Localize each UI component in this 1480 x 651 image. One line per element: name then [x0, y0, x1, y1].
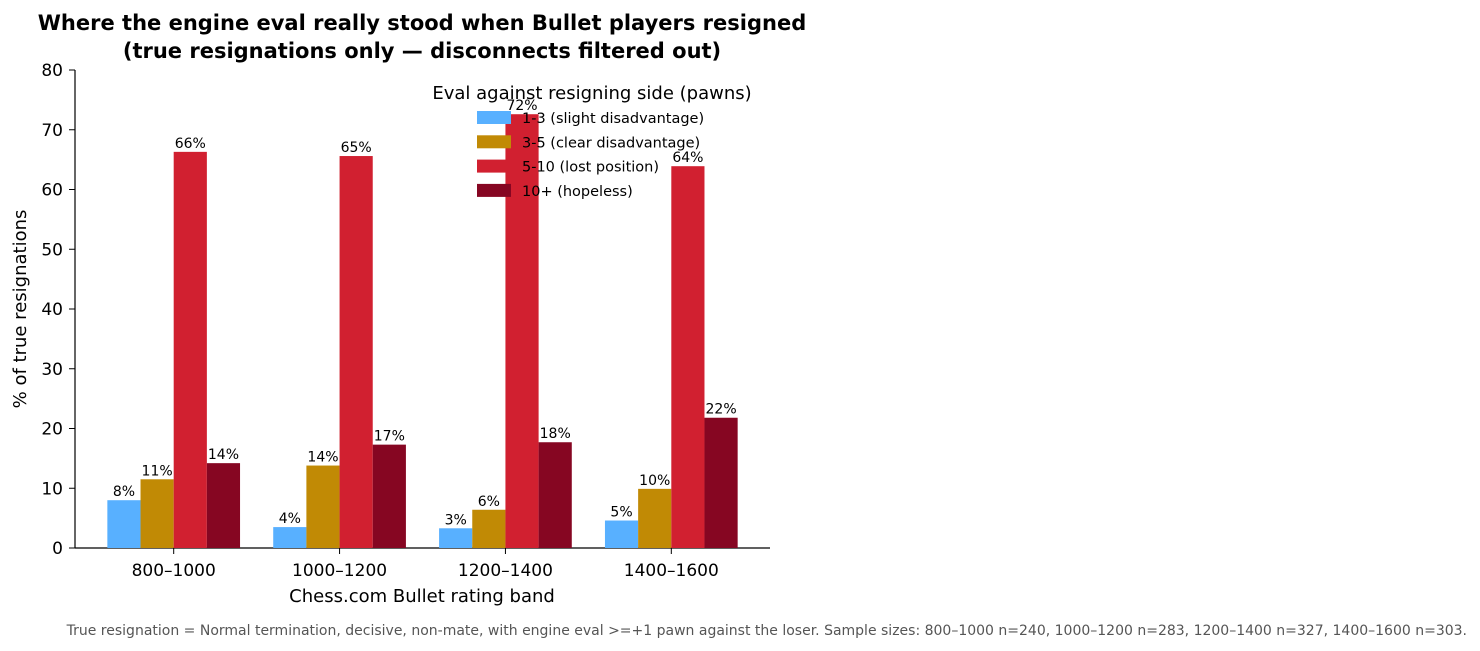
legend-swatch	[477, 183, 511, 197]
bar	[439, 528, 473, 548]
bar	[472, 509, 506, 548]
legend-label: 1-3 (slight disadvantage)	[522, 111, 704, 127]
data-label: 18%	[540, 426, 571, 442]
y-tick-label: 40	[41, 300, 63, 320]
data-label: 22%	[706, 402, 737, 418]
bar	[273, 527, 307, 548]
data-label: 17%	[374, 429, 405, 445]
bar	[638, 488, 672, 548]
x-axis-title: Chess.com Bullet rating band	[289, 586, 555, 607]
data-label: 66%	[175, 136, 206, 152]
bar	[306, 465, 340, 548]
data-label: 5%	[610, 505, 632, 521]
y-tick-label: 70	[41, 121, 63, 141]
data-label: 65%	[341, 140, 372, 156]
data-label: 14%	[208, 447, 239, 463]
bars-group	[107, 114, 738, 549]
y-axis-title: % of true resignations	[10, 210, 31, 409]
chart-title-line-1: Where the engine eval really stood when …	[38, 11, 806, 35]
bar	[671, 166, 705, 548]
y-tick-label: 0	[52, 539, 63, 559]
chart-title-line-2: (true resignations only — disconnects fi…	[123, 39, 721, 63]
bar	[604, 520, 639, 548]
data-label: 14%	[307, 450, 338, 466]
bar	[372, 444, 406, 548]
data-label: 4%	[279, 511, 301, 527]
bar	[704, 417, 738, 548]
data-label: 8%	[113, 484, 135, 500]
y-tick-label: 60	[41, 181, 63, 201]
legend-swatch	[477, 159, 511, 173]
bar	[140, 479, 174, 548]
x-tick-label: 1200–1400	[458, 561, 553, 581]
footnote: True resignation = Normal termination, d…	[66, 623, 1467, 639]
bar	[339, 156, 373, 549]
legend-label: 5-10 (lost position)	[522, 160, 659, 176]
bar	[107, 500, 141, 548]
data-label: 3%	[445, 512, 467, 528]
legend-swatch	[477, 111, 511, 124]
legend-label: 10+ (hopeless)	[522, 184, 633, 200]
data-label: 72%	[506, 98, 537, 114]
bar	[206, 463, 241, 548]
data-label: 10%	[639, 473, 670, 489]
legend-title: Eval against resigning side (pawns)	[432, 83, 751, 104]
data-label: 11%	[142, 463, 173, 479]
x-tick-label: 1400–1600	[624, 561, 719, 581]
y-axis: 0 10 20 30 40 50 60 70 80	[41, 61, 76, 559]
y-tick-label: 20	[41, 420, 63, 440]
data-label: 64%	[672, 150, 703, 166]
legend-label: 3-5 (clear disadvantage)	[522, 135, 700, 151]
bar	[173, 151, 207, 549]
data-label: 6%	[478, 494, 500, 510]
y-tick-label: 10	[41, 479, 63, 499]
bar	[505, 114, 539, 548]
bar	[538, 442, 572, 548]
x-axis: 800–1000 1000–1200 1200–1400 1400–1600	[75, 547, 770, 581]
y-tick-label: 50	[41, 240, 63, 260]
legend: Eval against resigning side (pawns) 1-3 …	[432, 83, 751, 200]
y-tick-label: 80	[41, 61, 63, 81]
data-labels-group: 8% 11% 66% 14% 4% 14% 65% 17% 3% 6% 72% 18% 5% 10% 64%…	[113, 98, 737, 528]
x-tick-label: 800–1000	[132, 561, 216, 581]
legend-swatch	[477, 135, 511, 149]
x-tick-label: 1000–1200	[292, 561, 387, 581]
y-tick-label: 30	[41, 360, 63, 380]
